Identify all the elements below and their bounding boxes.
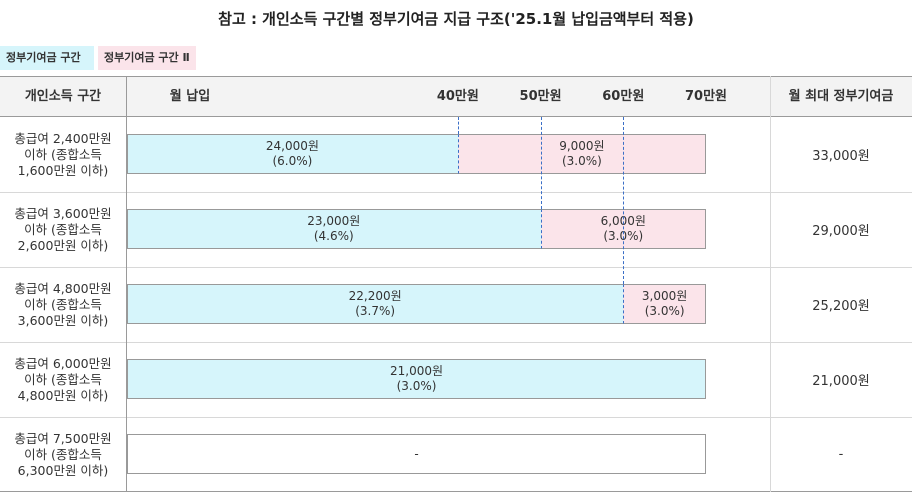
row-label-income: 총급여 4,800만원 이하 (종합소득 3,600만원 이하) xyxy=(0,267,126,342)
grid-line-row xyxy=(0,192,912,193)
grid-line-row xyxy=(0,267,912,268)
grid-line-header-bottom xyxy=(0,116,912,117)
bar-tier-1 xyxy=(127,134,458,174)
max-contribution-value: - xyxy=(838,447,844,462)
bar-tier-1-label: 23,000원 (4.6%) xyxy=(307,214,361,243)
threshold-guide xyxy=(457,117,459,134)
threshold-guide xyxy=(540,117,542,209)
grid-line-max-divider xyxy=(770,76,771,492)
threshold-guide xyxy=(623,117,625,284)
row-label-income: 총급여 7,500만원 이하 (종합소득 6,300만원 이하) xyxy=(0,417,126,492)
bar-empty-label: - xyxy=(414,446,419,461)
row-label-income: 총급여 3,600만원 이하 (종합소득 2,600만원 이하) xyxy=(0,192,126,267)
header-max: 월 최대 정부기여금 xyxy=(788,89,894,104)
row-label-text: 총급여 2,400만원 이하 (종합소득 1,600만원 이하) xyxy=(14,130,112,178)
bar-tier-1-label: 24,000원 (6.0%) xyxy=(265,139,319,168)
row-label-text: 총급여 7,500만원 이하 (종합소득 6,300만원 이하) xyxy=(14,430,112,478)
bar-tier-2 xyxy=(457,134,706,174)
max-contribution-value: 33,000원 xyxy=(812,149,870,164)
header-income: 개인소득 구간 xyxy=(24,89,102,104)
bar-tier-1 xyxy=(127,209,541,249)
legend-tier-1: 정부기여금 구간 Ⅰ xyxy=(0,46,94,88)
bar-tier-1-label: 22,200원 (3.7%) xyxy=(348,289,402,318)
legend-tier-2: 정부기여금 구간 Ⅱ xyxy=(98,46,196,70)
chart-title: 참고 : 개인소득 구간별 정부기여금 지급 구조('25.1월 납입금액부터 … xyxy=(218,10,694,28)
bar-tier-1 xyxy=(127,284,624,324)
bar-empty xyxy=(127,434,706,474)
x-tick-label: 50만원 xyxy=(519,89,562,104)
bar-tier-1 xyxy=(127,359,706,399)
bar-tier-1-label: 21,000원 (3.0%) xyxy=(389,364,444,393)
row-label-income: 총급여 2,400만원 이하 (종합소득 1,600만원 이하) xyxy=(0,117,126,192)
x-tick-label: 60만원 xyxy=(602,89,645,104)
table-header xyxy=(0,77,912,117)
grid-line-label-divider xyxy=(126,76,127,492)
grid-line-row xyxy=(0,417,912,418)
header-monthly: 월 납입 xyxy=(169,89,211,104)
bar-tier-2-label: 3,000원 (3.0%) xyxy=(641,289,688,318)
bar-tier-1-end xyxy=(705,359,706,399)
bar-tier-2 xyxy=(623,284,706,324)
x-tick-label: 40만원 xyxy=(436,89,479,104)
x-tick-label: 70만원 xyxy=(684,89,727,104)
bar-tier-2-label: 6,000원 (3.0%) xyxy=(600,214,646,243)
bar-tier-2 xyxy=(540,209,706,249)
max-contribution-value: 21,000원 xyxy=(812,374,870,389)
grid-line-bottom xyxy=(0,491,912,492)
bar-tier-2-label: 9,000원 (3.0%) xyxy=(559,139,605,168)
row-label-text: 총급여 3,600만원 이하 (종합소득 2,600만원 이하) xyxy=(14,205,112,253)
row-label-income: 총급여 6,000만원 이하 (종합소득 4,800만원 이하) xyxy=(0,342,126,417)
max-contribution-value: 29,000원 xyxy=(812,224,870,239)
row-label-text: 총급여 6,000만원 이하 (종합소득 4,800만원 이하) xyxy=(14,355,112,403)
grid-line-row xyxy=(0,342,912,343)
grid-line-top xyxy=(0,76,912,77)
max-contribution-value: 25,200원 xyxy=(812,299,870,314)
row-label-text: 총급여 4,800만원 이하 (종합소득 3,600만원 이하) xyxy=(14,280,112,328)
